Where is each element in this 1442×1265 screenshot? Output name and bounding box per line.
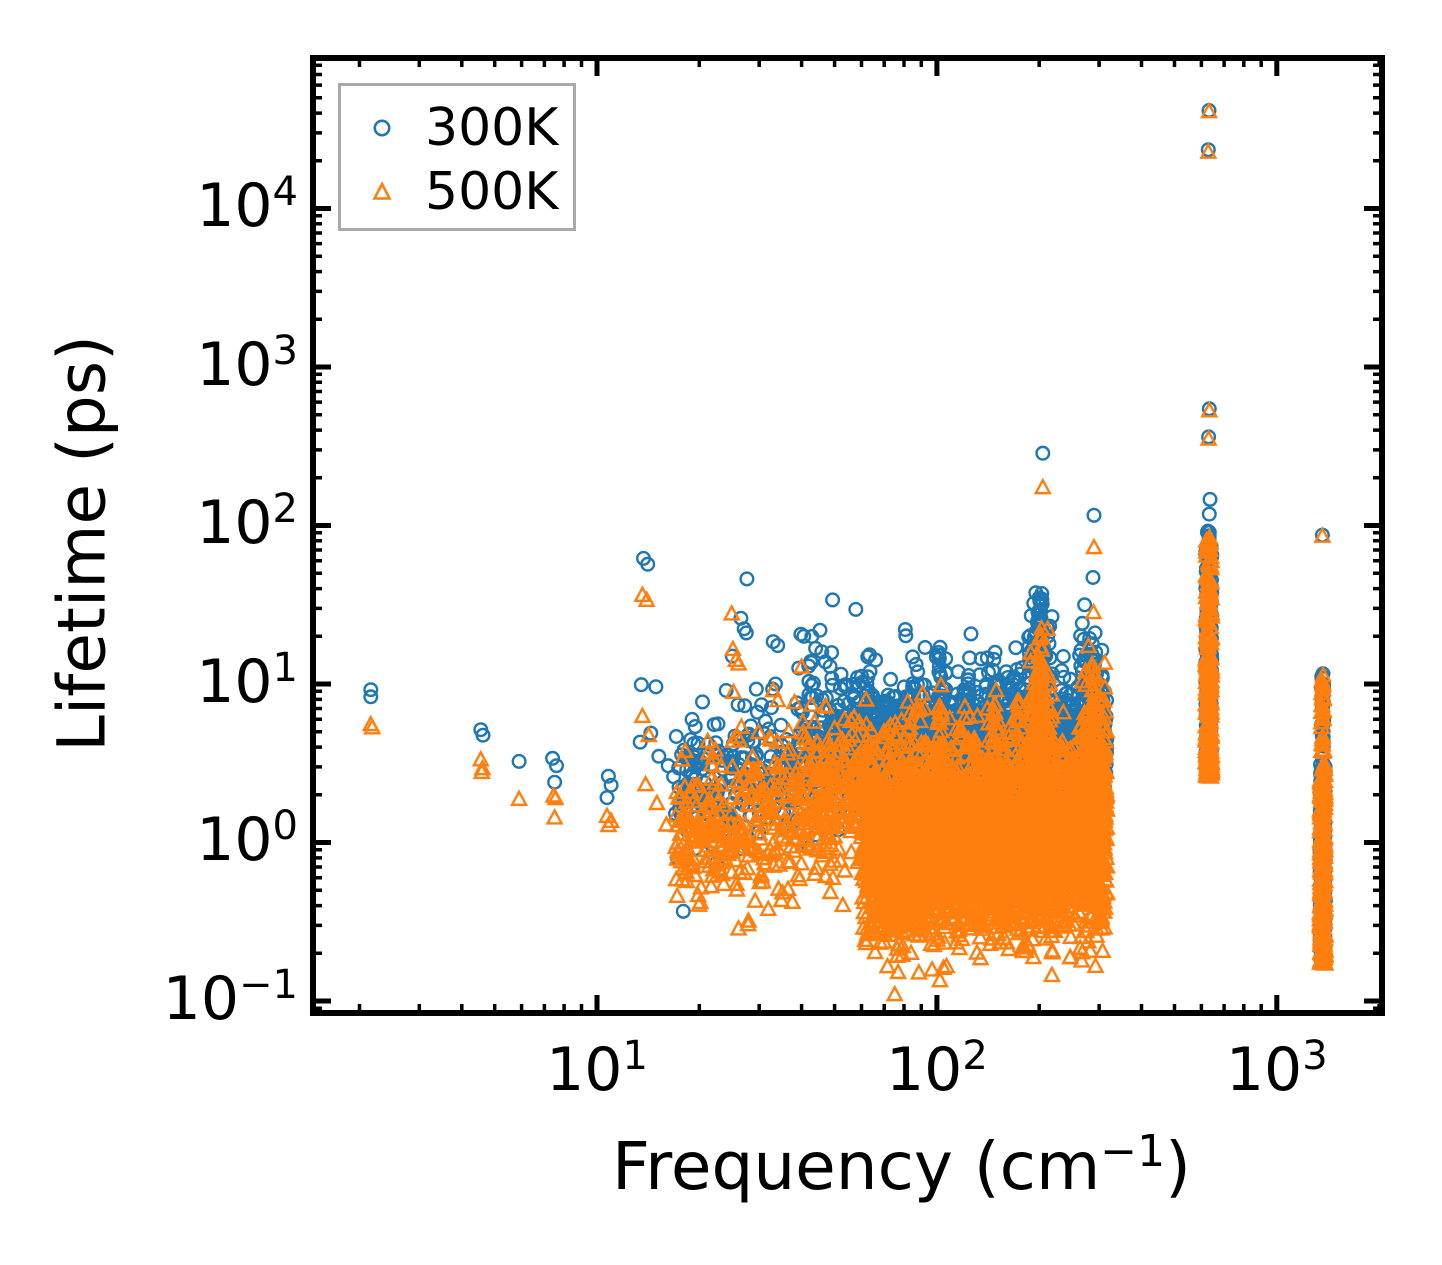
x-axis-major-ticks	[594, 58, 1280, 1013]
circle-marker-icon	[373, 119, 391, 137]
y-tick-label: 104	[196, 169, 298, 242]
legend-label-500k: 500K	[425, 162, 559, 222]
y-tick-label: 102	[196, 486, 298, 559]
x-axis-label-pre: Frequency (cm	[612, 1128, 1101, 1205]
legend-label-300k: 300K	[425, 98, 559, 158]
marker-layer	[361, 101, 1335, 1002]
legend-item-300k: 300K	[341, 96, 573, 160]
x-tick-label: 103	[1225, 1033, 1328, 1105]
y-tick-label: 100	[196, 803, 298, 876]
axes-spines	[310, 55, 1385, 1016]
legend: 300K 500K	[338, 83, 576, 231]
x-axis-minor-ticks	[357, 58, 1381, 1013]
tick-layer	[313, 58, 1382, 1013]
y-axis-label: Lifetime (ps)	[43, 335, 121, 752]
x-tick-label: 102	[885, 1033, 988, 1105]
x-axis-label-superscript: −1	[1100, 1126, 1166, 1177]
y-tick-label: 101	[196, 644, 298, 717]
x-axis-label: Frequency (cm−1)	[612, 1128, 1191, 1205]
y-tick-label: 10−1	[162, 961, 298, 1034]
x-tick-label: 101	[546, 1033, 648, 1105]
legend-item-500k: 500K	[341, 160, 573, 224]
series-500K-markers	[361, 101, 1335, 1002]
x-axis-label-post: )	[1165, 1128, 1191, 1205]
y-axis-major-ticks	[313, 206, 1382, 1004]
triangle-marker-icon	[372, 181, 392, 200]
y-tick-label: 103	[196, 327, 298, 400]
y-axis-minor-ticks	[313, 63, 1382, 1011]
